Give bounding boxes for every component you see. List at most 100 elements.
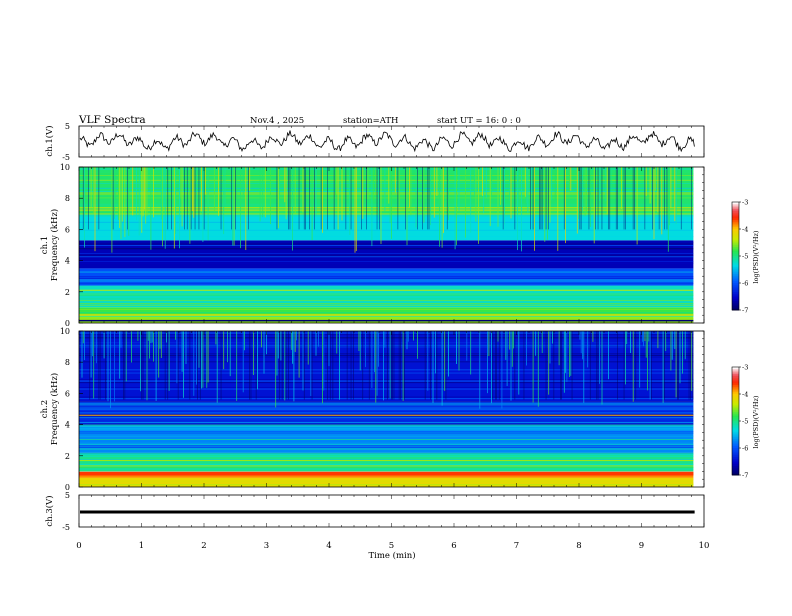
ch2-colorbar-swatch xyxy=(732,431,739,435)
ch1-spectrogram-dropout xyxy=(220,167,222,230)
ch2-spectrogram-sferic xyxy=(548,331,550,395)
ch2-colorbar-swatch xyxy=(732,467,739,471)
ch2-spectrogram-sferic xyxy=(223,331,225,370)
ch1-spectrogram-sferic xyxy=(294,167,296,214)
ch2-spectrogram-sferic xyxy=(151,331,153,343)
ch2-colorbar: -3 -4 -5 -6 -7 xyxy=(731,364,748,480)
ch1-spectrogram-line xyxy=(79,179,694,181)
ch1-colorbar-tick-label: -5 xyxy=(742,253,748,261)
ch2-spectrogram-line xyxy=(79,404,694,406)
ch2-colorbar-swatch xyxy=(732,390,739,393)
ch1-spectrogram-sferic xyxy=(124,167,126,237)
ch1-colorbar-swatch xyxy=(732,212,739,216)
ch2-spectrogram-line xyxy=(79,423,694,425)
ch1-spectrogram-dropout xyxy=(530,167,531,230)
ch1-spectrogram-sferic xyxy=(240,167,241,249)
ch1-spectrogram-sferic xyxy=(674,167,676,222)
ch1-spectrogram-line xyxy=(79,175,694,176)
ch2-colorbar-swatch xyxy=(732,419,739,422)
ch1-colorbar-swatch xyxy=(732,257,739,261)
ch1-spectrogram-line xyxy=(79,205,694,207)
ch1-spectrogram-ylabel-frequency: Frequency (kHz) xyxy=(49,209,60,281)
ch2-spectrogram-ytick-label: 2 xyxy=(65,452,70,461)
ch1-spectrogram-sferic xyxy=(509,167,511,201)
ch2-spectrogram-sferic xyxy=(257,331,258,390)
ch2-spectrogram-sferic xyxy=(570,331,572,376)
ch2-spectrogram-line xyxy=(79,342,694,344)
ch1-spectrogram-sferic xyxy=(465,167,466,238)
ch1-spectrogram-dropout xyxy=(446,167,448,230)
ch2-spectrogram-sferic xyxy=(371,331,373,388)
ch2-spectrogram-line xyxy=(79,369,694,371)
ch2-colorbar-swatch xyxy=(732,376,739,379)
ch2-spectrogram-sferic xyxy=(90,331,92,378)
ch2-spectrogram-band xyxy=(79,424,694,453)
ch2-spectrogram-line xyxy=(79,387,694,388)
ch1-spectrogram-dropout xyxy=(350,167,352,230)
ch2-spectrogram-dropout xyxy=(635,331,637,400)
ch2-spectrogram-sferic xyxy=(374,331,375,373)
ch2-colorbar-swatch xyxy=(732,368,739,372)
ch2-spectrogram-sferic xyxy=(427,331,429,391)
ch2-spectrogram-line xyxy=(79,409,694,411)
ch1-waveform-frame xyxy=(78,125,705,158)
ch2-spectrogram-sferic xyxy=(592,331,594,342)
ch1-colorbar-swatch xyxy=(732,220,739,223)
ch1-spectrogram-line xyxy=(79,253,694,255)
x-axis-tick-label: 2 xyxy=(201,541,206,551)
ch1-spectrogram-sferic xyxy=(517,167,518,251)
ch2-spectrogram-dropout xyxy=(398,331,400,400)
ch2-spectrogram-image xyxy=(79,331,694,487)
ch2-spectrogram-sferic xyxy=(583,331,585,403)
ch2-spectrogram-sferic xyxy=(150,331,152,344)
ch2-spectrogram-sferic xyxy=(671,331,673,360)
ch1-spectrogram-sferic xyxy=(205,167,206,195)
ch1-spectrogram-sferic xyxy=(136,167,137,221)
ch1-colorbar-swatch xyxy=(732,286,739,289)
ch2-spectrogram-sferic xyxy=(310,331,312,397)
ch1-spectrogram-sferic xyxy=(388,167,390,204)
ch1-spectrogram-sferic xyxy=(236,167,238,206)
ch1-spectrogram-ytick-label: 10 xyxy=(60,163,70,172)
ch2-spectrogram-sferic xyxy=(549,331,551,364)
ch1-spectrogram-sferic xyxy=(224,167,226,205)
ch2-spectrogram-dropout xyxy=(445,331,447,400)
ch2-spectrogram-sferic xyxy=(149,331,150,359)
ch1-spectrogram-sferic xyxy=(218,167,219,216)
ch1-spectrogram-sferic xyxy=(645,167,647,197)
ch1-spectrogram-dropout xyxy=(597,167,599,230)
ch1-spectrogram-tone xyxy=(79,289,694,291)
ch1-colorbar-swatch xyxy=(732,272,739,275)
ch2-spectrogram-sferic xyxy=(402,331,404,401)
ch1-spectrogram-sferic xyxy=(175,167,176,234)
ch1-spectrogram-dropout xyxy=(532,167,534,230)
ch1-spectrogram-line xyxy=(79,187,694,189)
ch1-spectrogram-dropout xyxy=(405,167,406,230)
ch2-spectrogram-line xyxy=(79,355,694,356)
ch2-spectrogram-line xyxy=(79,452,694,454)
station-label: station=ATH xyxy=(343,116,398,126)
ch2-colorbar-swatch xyxy=(732,448,739,451)
ch2-colorbar-swatch xyxy=(732,471,739,474)
ch1-spectrogram-dropout xyxy=(588,167,590,230)
ch1-spectrogram-dropout xyxy=(625,167,626,230)
ch2-spectrogram-dropout xyxy=(255,331,257,400)
ch2-colorbar-swatch xyxy=(732,442,739,445)
ch1-colorbar-swatch xyxy=(732,248,739,252)
ch2-spectrogram-sferic xyxy=(119,331,121,379)
ch1-spectrogram-sferic xyxy=(670,167,672,208)
ch2-spectrogram-dropout xyxy=(281,331,283,400)
ch1-spectrogram-sferic xyxy=(284,167,286,203)
ch1-spectrogram-ylabel-channel: ch.1 xyxy=(40,236,50,254)
ch1-waveform-ytick-label: -5 xyxy=(62,153,70,162)
ch1-spectrogram-dropout xyxy=(203,167,205,230)
ch1-spectrogram-sferic xyxy=(85,167,87,204)
ch1-colorbar-swatch xyxy=(732,250,739,253)
ch2-spectrogram-sferic xyxy=(565,331,566,373)
ch1-spectrogram-sferic xyxy=(341,167,343,221)
ch1-spectrogram-dropout xyxy=(98,167,100,230)
ch1-colorbar-swatch xyxy=(732,252,739,255)
ch1-colorbar-swatch xyxy=(732,234,739,237)
